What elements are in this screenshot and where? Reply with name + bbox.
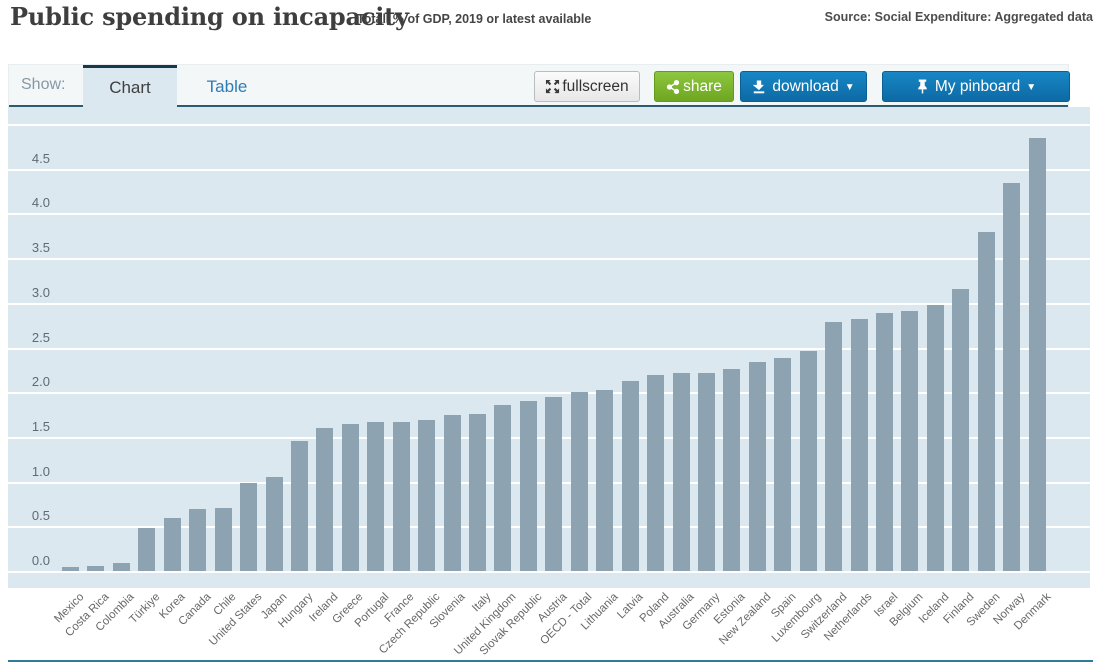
tab-table[interactable]: Table bbox=[177, 65, 277, 108]
bar-hungary[interactable] bbox=[290, 441, 308, 571]
share-button[interactable]: share bbox=[654, 71, 734, 102]
chart-bottom-border bbox=[8, 660, 1093, 662]
y-axis-label: 0.5 bbox=[31, 508, 50, 524]
chart-subtitle: Total, % of GDP, 2019 or latest availabl… bbox=[357, 12, 592, 26]
share-button-label: share bbox=[683, 77, 722, 95]
bar-united-states[interactable] bbox=[240, 483, 258, 571]
bar-switzerland[interactable] bbox=[825, 322, 843, 571]
bar-austria[interactable] bbox=[545, 397, 563, 571]
gridline bbox=[8, 258, 1090, 261]
bar-oecd-total[interactable] bbox=[570, 392, 588, 571]
share-icon bbox=[666, 79, 680, 94]
bar-mexico[interactable] bbox=[62, 567, 79, 571]
bar-germany[interactable] bbox=[697, 373, 715, 571]
bar-canada[interactable] bbox=[189, 509, 207, 571]
bar-japan[interactable] bbox=[265, 477, 283, 571]
expand-icon bbox=[545, 79, 560, 94]
bar-france[interactable] bbox=[392, 422, 410, 571]
fullscreen-button-label: fullscreen bbox=[562, 77, 629, 95]
bar-united-kingdom[interactable] bbox=[494, 405, 512, 571]
bar-slovenia[interactable] bbox=[443, 415, 461, 571]
gridline bbox=[8, 213, 1090, 216]
bar-iceland[interactable] bbox=[926, 305, 944, 571]
bar-colombia[interactable] bbox=[112, 563, 130, 571]
bar-latvia[interactable] bbox=[621, 381, 639, 571]
bar-t-rkiye[interactable] bbox=[138, 528, 156, 571]
bar-greece[interactable] bbox=[341, 424, 359, 571]
caret-down-icon: ▼ bbox=[844, 82, 855, 93]
bar-lithuania[interactable] bbox=[596, 390, 614, 571]
caret-down-icon: ▼ bbox=[1026, 82, 1037, 93]
y-axis-label: 2.5 bbox=[31, 329, 50, 345]
gridline bbox=[8, 168, 1090, 171]
gridline bbox=[8, 124, 1090, 126]
y-axis-label: 1.5 bbox=[31, 418, 50, 434]
tab-chart-label: Chart bbox=[109, 78, 151, 97]
download-button[interactable]: download ▼ bbox=[740, 71, 867, 102]
bar-denmark[interactable] bbox=[1028, 138, 1046, 571]
x-axis: Mexico Costa Rica Colombia Türkiye Korea Cana… bbox=[8, 588, 1090, 660]
bar-slovak-republic[interactable] bbox=[519, 401, 537, 571]
bar-chile[interactable] bbox=[214, 508, 232, 571]
fullscreen-button[interactable]: fullscreen bbox=[534, 71, 640, 102]
gridline bbox=[8, 392, 1090, 395]
bar-costa-rica[interactable] bbox=[87, 566, 105, 571]
gridline bbox=[8, 571, 1090, 573]
source-text: Source: Social Expenditure: Aggregated d… bbox=[824, 10, 1093, 24]
bar-italy[interactable] bbox=[469, 414, 486, 571]
y-axis-label: 4.5 bbox=[31, 150, 50, 166]
bar-netherlands[interactable] bbox=[850, 319, 868, 571]
toolbar: Show: Chart Table fullscreen bbox=[8, 64, 1070, 108]
bar-ireland[interactable] bbox=[316, 428, 334, 571]
y-axis-label: 0.0 bbox=[31, 553, 50, 568]
gridline bbox=[8, 302, 1090, 305]
bar-belgium[interactable] bbox=[901, 311, 919, 571]
y-axis-label: 3.0 bbox=[31, 284, 50, 300]
page-title: Public spending on incapacity bbox=[10, 2, 409, 31]
bar-korea[interactable] bbox=[163, 518, 181, 571]
bar-estonia[interactable] bbox=[723, 369, 741, 571]
bar-series bbox=[62, 124, 1046, 571]
bar-czech-republic[interactable] bbox=[418, 420, 436, 571]
show-label: Show: bbox=[21, 76, 66, 93]
pinboard-button[interactable]: My pinboard ▼ bbox=[882, 71, 1070, 102]
bar-luxembourg[interactable] bbox=[799, 351, 817, 571]
bar-israel[interactable] bbox=[876, 313, 893, 571]
pinboard-button-label: My pinboard bbox=[934, 77, 1021, 95]
tab-underline bbox=[9, 105, 1068, 107]
download-button-label: download bbox=[772, 77, 839, 95]
gridline bbox=[8, 347, 1090, 350]
tab-table-label: Table bbox=[206, 76, 248, 96]
bar-sweden[interactable] bbox=[977, 232, 995, 571]
chart-plot-area: 0.0 0.5 1.0 1.5 2.0 2.5 3.0 3.5 4.0 4.5 bbox=[8, 107, 1090, 588]
y-axis-label: 1.0 bbox=[31, 463, 50, 479]
y-axis-label: 3.5 bbox=[31, 240, 50, 256]
y-axis-label: 2.0 bbox=[31, 374, 50, 390]
bar-new-zealand[interactable] bbox=[748, 362, 766, 571]
bar-poland[interactable] bbox=[647, 375, 665, 571]
bar-norway[interactable] bbox=[1003, 183, 1021, 571]
bar-spain[interactable] bbox=[774, 358, 792, 571]
bar-australia[interactable] bbox=[672, 373, 690, 571]
y-axis-label: 4.0 bbox=[31, 195, 50, 211]
pin-icon bbox=[916, 79, 929, 94]
bar-portugal[interactable] bbox=[367, 422, 385, 571]
download-icon bbox=[752, 79, 766, 94]
bar-finland[interactable] bbox=[952, 289, 970, 571]
tab-chart[interactable]: Chart bbox=[83, 65, 177, 108]
